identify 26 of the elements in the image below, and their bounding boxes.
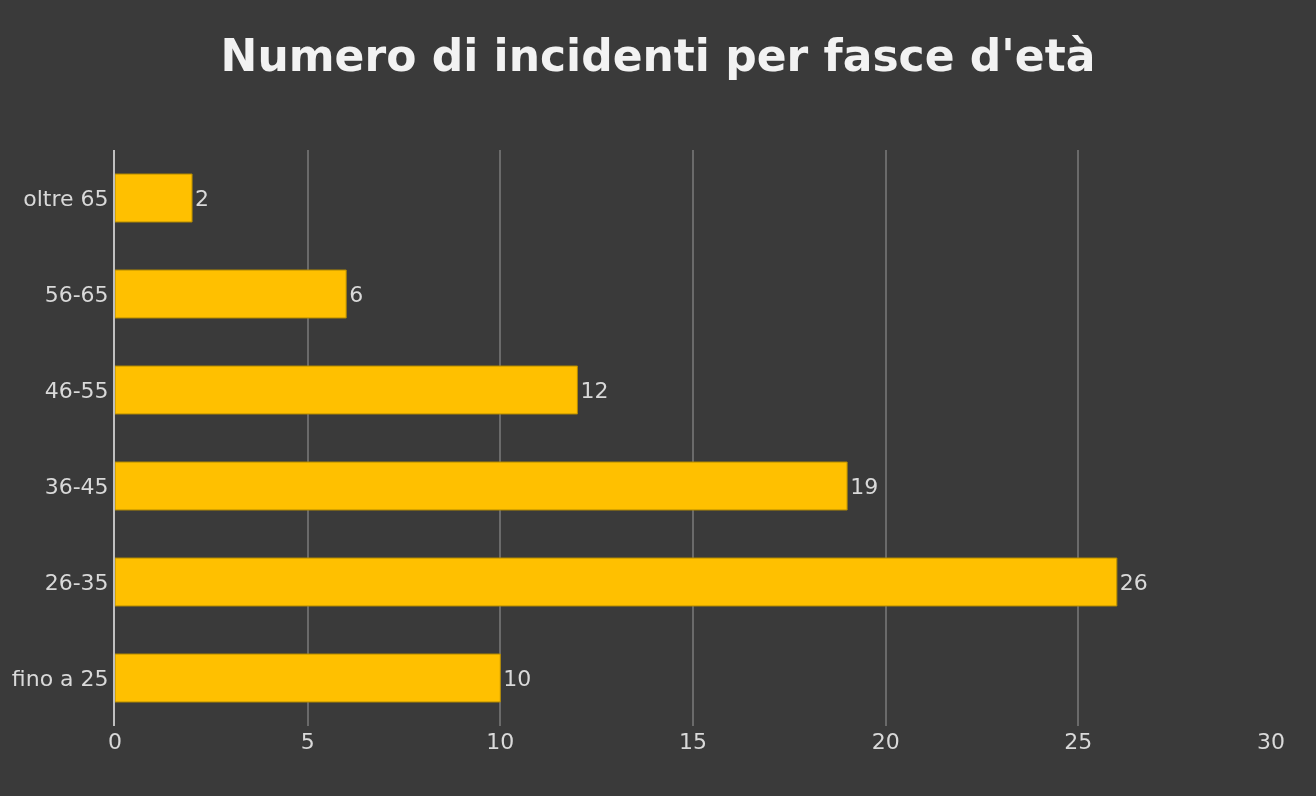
y-tick-label: 36-45 [44,473,109,499]
y-tick-label: 56-65 [44,281,109,307]
data-label: 2 [195,185,210,211]
y-tick-label: 46-55 [44,377,109,403]
data-label: 19 [850,473,879,499]
bar [115,557,1118,607]
data-label: 6 [349,281,364,307]
bar [115,269,347,319]
bar [115,653,501,703]
y-tick-label: 26-35 [44,569,109,595]
data-label: 26 [1119,569,1148,595]
bar [115,365,578,415]
x-tick-label: 25 [1064,729,1093,754]
y-tick-label: oltre 65 [23,185,109,211]
data-label: 10 [503,665,532,691]
x-tick-label: 0 [108,729,122,754]
bar [115,173,193,223]
y-tick-label: fino a 25 [11,665,109,691]
x-tick-label: 20 [871,729,900,754]
bar [115,461,848,511]
x-tick-label: 10 [486,729,515,754]
x-tick-label: 5 [300,729,315,754]
x-tick-label: 30 [1257,729,1285,754]
chart-title: Numero di incidenti per fasce d'età [220,30,1096,82]
data-label: 12 [580,377,609,403]
x-tick-label: 15 [679,729,707,754]
